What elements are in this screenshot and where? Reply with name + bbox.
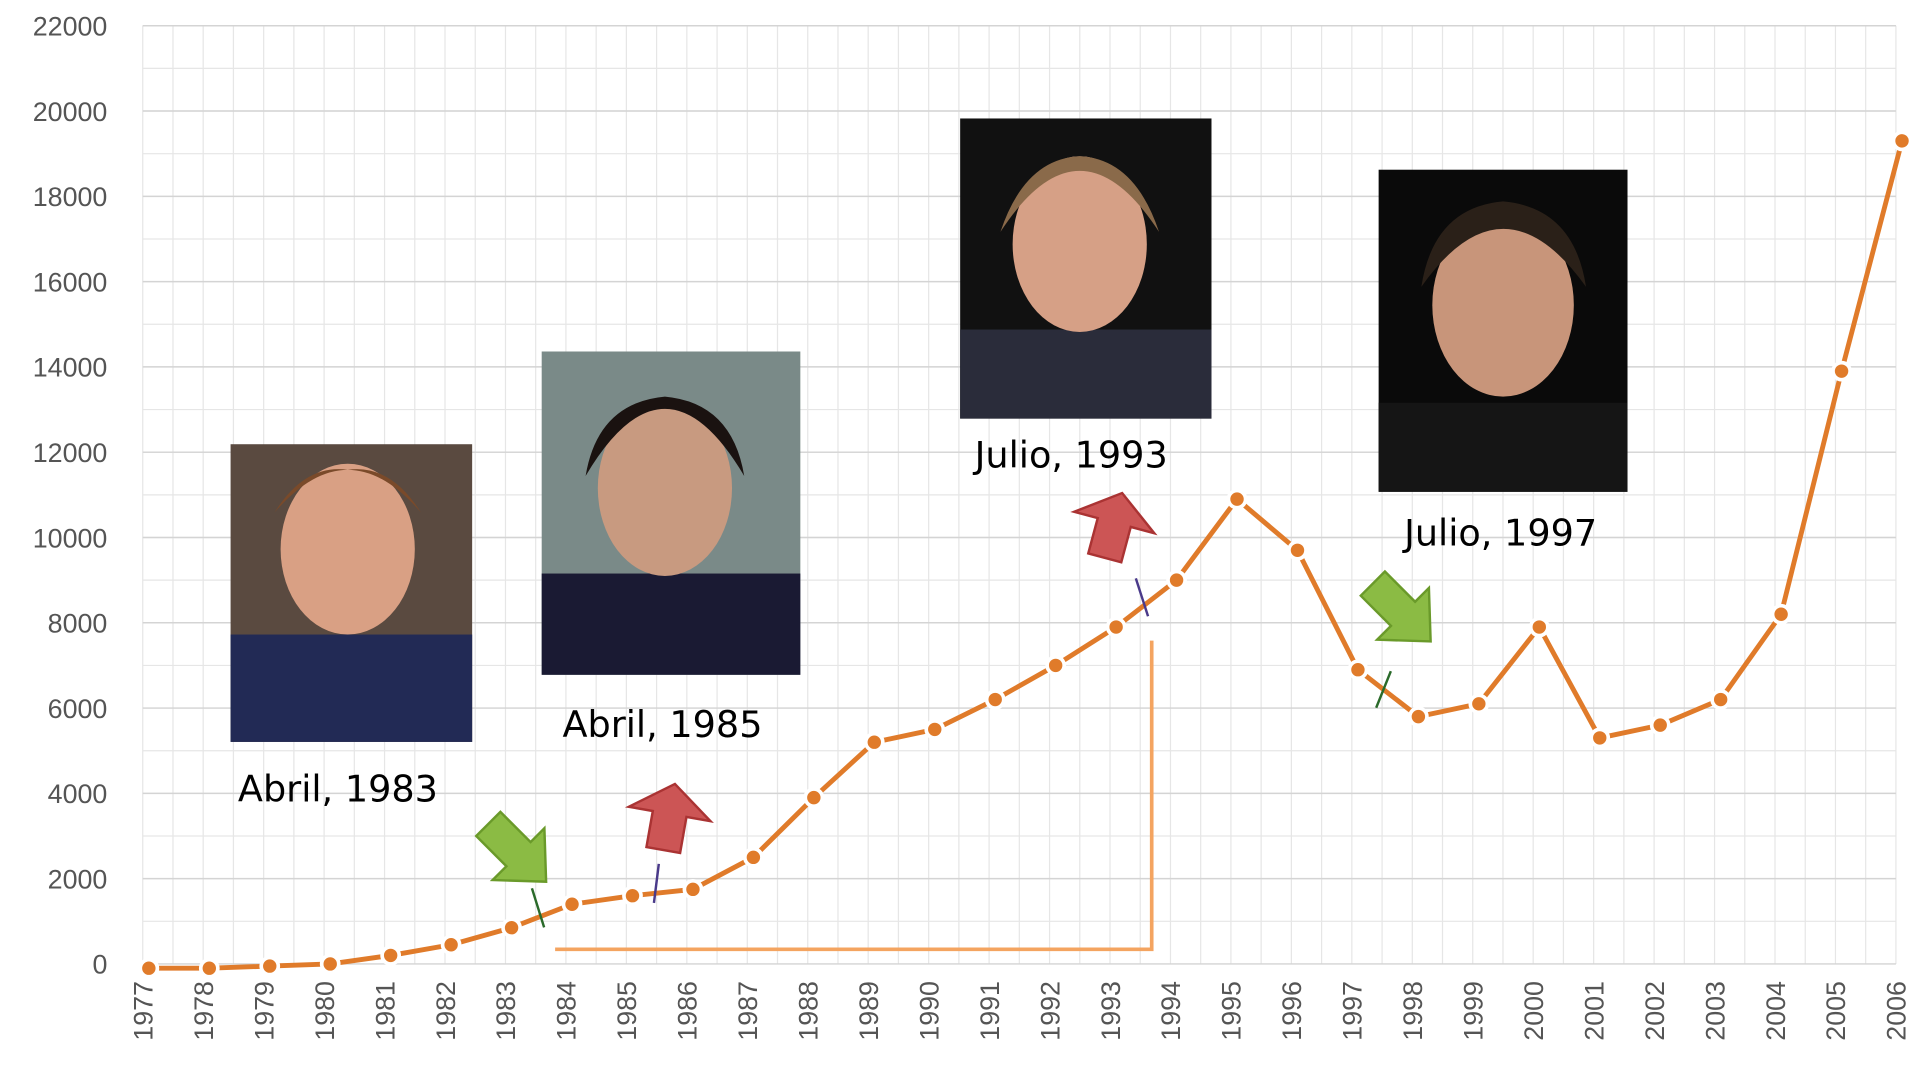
y-tick-label: 18000 (33, 182, 108, 212)
annotation: Abril, 1983 (238, 768, 438, 811)
x-tick-label: 1993 (1096, 981, 1126, 1041)
x-tick-label: 1982 (431, 981, 461, 1041)
arrow-down (462, 798, 572, 908)
x-tick-label: 2005 (1821, 981, 1851, 1041)
x-tick-label: 1980 (310, 981, 340, 1041)
x-tick-label: 1996 (1277, 981, 1307, 1041)
point (1108, 619, 1125, 636)
point (684, 881, 701, 898)
point (1168, 572, 1185, 589)
point (1228, 491, 1245, 508)
x-tick-label: 1991 (975, 981, 1005, 1041)
x-tick-label: 1978 (189, 981, 219, 1041)
point (1410, 708, 1427, 725)
x-tick-label: 1987 (733, 981, 763, 1041)
photo (231, 444, 473, 742)
x-tick-label: 1977 (129, 981, 159, 1041)
x-tick-label: 1990 (914, 981, 944, 1041)
x-tick-label: 1988 (794, 981, 824, 1041)
point (624, 887, 641, 904)
point (322, 955, 339, 972)
point (805, 789, 822, 806)
y-tick-label: 20000 (33, 97, 108, 127)
y-tick-label: 22000 (33, 12, 108, 42)
x-tick-label: 1994 (1156, 981, 1186, 1041)
photo (1379, 170, 1628, 492)
annotation: Abril, 1985 (562, 703, 762, 746)
marker (1376, 671, 1391, 708)
point (987, 691, 1004, 708)
point (1047, 657, 1064, 674)
point (1712, 691, 1729, 708)
point (1773, 606, 1790, 623)
y-tick-label: 4000 (48, 779, 108, 809)
y-tick-label: 6000 (48, 694, 108, 724)
point (1289, 542, 1306, 559)
y-tick-label: 2000 (48, 864, 108, 894)
point (261, 958, 278, 975)
annotation: Julio, 1997 (1402, 511, 1597, 554)
point (1349, 661, 1366, 678)
page: 0 2000 4000 6000 8000 10000 12000 14000 16000 180… (0, 0, 1913, 1069)
x-tick-label: 1992 (1035, 981, 1065, 1041)
arrow-up (622, 777, 715, 857)
point (201, 960, 218, 977)
point (1531, 619, 1548, 636)
y-tick-label: 16000 (33, 267, 108, 297)
x-tick-label: 1999 (1458, 981, 1488, 1041)
point (443, 936, 460, 953)
point (382, 947, 399, 964)
point (1591, 729, 1608, 746)
point (563, 896, 580, 913)
x-tick-label: 1989 (854, 981, 884, 1041)
chart: 0 2000 4000 6000 8000 10000 12000 14000 16000 180… (0, 0, 1913, 1069)
point (745, 849, 762, 866)
x-tick-label: 2004 (1761, 981, 1791, 1041)
y-tick-label: 14000 (33, 353, 108, 383)
x-tick-label: 1998 (1398, 981, 1428, 1041)
point (140, 960, 157, 977)
x-tick-label: 2003 (1700, 981, 1730, 1041)
photo (960, 118, 1211, 418)
x-tick-label: 1979 (249, 981, 279, 1041)
y-tick-label: 12000 (33, 438, 108, 468)
x-tick-label: 2006 (1882, 981, 1912, 1041)
x-tick-label: 1995 (1217, 981, 1247, 1041)
x-tick-label: 1984 (552, 981, 582, 1041)
annotation: Julio, 1993 (973, 433, 1168, 476)
y-tick-label: 0 (92, 950, 107, 980)
x-tick-label: 1997 (1338, 981, 1368, 1041)
point (1652, 717, 1669, 734)
x-tick-label: 1983 (491, 981, 521, 1041)
arrow-down (1347, 558, 1457, 668)
x-tick-label: 1986 (673, 981, 703, 1041)
photo (542, 351, 801, 674)
point (1893, 132, 1910, 149)
x-tick-label: 2002 (1640, 981, 1670, 1041)
bracket (555, 641, 1152, 950)
x-tick-label: 1981 (370, 981, 400, 1041)
point (866, 734, 883, 751)
point (926, 721, 943, 738)
point (1470, 695, 1487, 712)
y-tick-label: 8000 (48, 609, 108, 639)
x-tick-label: 1985 (612, 981, 642, 1041)
y-tick-label: 10000 (33, 523, 108, 553)
x-tick-label: 2000 (1519, 981, 1549, 1041)
x-tick-label: 2001 (1579, 981, 1609, 1041)
point (503, 919, 520, 936)
point (1833, 363, 1850, 380)
